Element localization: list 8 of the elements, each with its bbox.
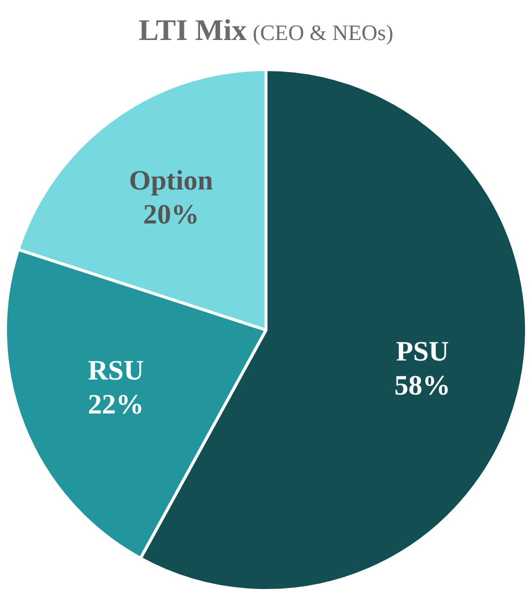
data-label: 20%: [143, 200, 200, 231]
chart-subtitle: (CEO & NEOs): [252, 20, 394, 45]
slice-label: Option: [129, 166, 214, 197]
chart-title: LTI Mix: [138, 14, 247, 47]
slice-label: PSU: [396, 336, 449, 368]
slice-label: RSU: [88, 356, 144, 387]
data-label: 22%: [88, 390, 144, 421]
data-label: 58%: [394, 370, 450, 402]
